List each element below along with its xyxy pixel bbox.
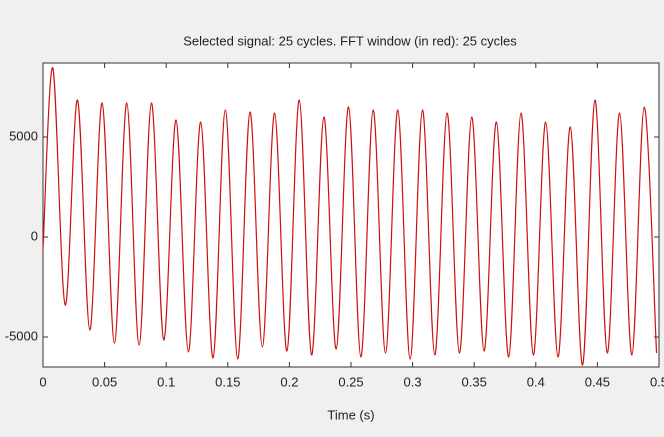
y-tick-label: -5000 <box>5 328 38 343</box>
plot-area <box>42 62 660 368</box>
x-tick-label: 0 <box>39 374 46 389</box>
x-tick-label: 0.15 <box>215 374 240 389</box>
x-axis-label: Time (s) <box>327 407 374 422</box>
x-tick-label: 0.45 <box>585 374 610 389</box>
x-tick-label: 0.05 <box>92 374 117 389</box>
x-tick-label: 0.35 <box>462 374 487 389</box>
y-tick-label: 5000 <box>9 128 38 143</box>
x-tick-label: 0.1 <box>157 374 175 389</box>
x-tick-label: 0.25 <box>338 374 363 389</box>
y-tick-label: 0 <box>31 228 38 243</box>
x-tick-label: 0.2 <box>280 374 298 389</box>
x-tick-label: 0.5 <box>650 374 664 389</box>
x-tick-label: 0.3 <box>404 374 422 389</box>
x-tick-label: 0.4 <box>527 374 545 389</box>
signal-line <box>42 67 658 366</box>
chart-title: Selected signal: 25 cycles. FFT window (… <box>183 33 517 48</box>
